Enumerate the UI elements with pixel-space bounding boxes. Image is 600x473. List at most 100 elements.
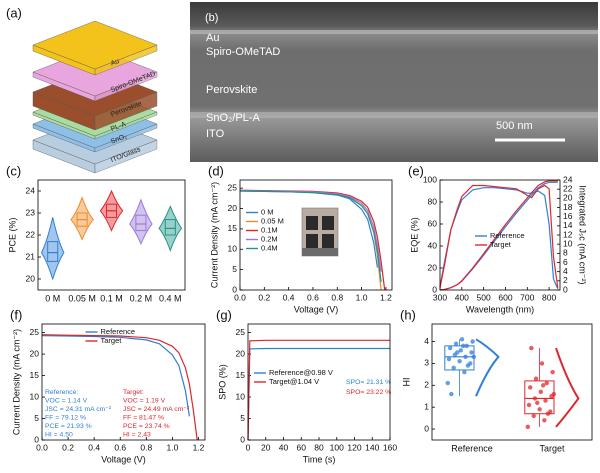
plot-frame — [247, 323, 391, 441]
y-tick-label: 24 — [26, 185, 36, 195]
data-line — [439, 180, 558, 291]
annotation: PCE = 21.93 % — [45, 423, 92, 430]
x-tick-label: 0.0 — [234, 292, 246, 302]
x-tick-label: 1.0 — [356, 292, 368, 302]
x-axis-label: Wavelength (nm) — [466, 304, 534, 314]
x-axis-label: Voltage (V) — [101, 454, 146, 464]
y-tick-label: 0 — [432, 284, 437, 294]
data-point — [460, 343, 466, 349]
legend-label: Target — [490, 240, 512, 249]
data-point — [463, 354, 468, 360]
data-point — [543, 398, 548, 403]
data-point — [453, 341, 459, 346]
data-line — [439, 184, 559, 288]
data-point — [526, 402, 532, 408]
y-tick-label: 25 — [30, 327, 40, 337]
y-tick-label: 3 — [424, 358, 429, 368]
data-point — [533, 376, 539, 381]
y2-tick-label: 12 — [563, 229, 573, 239]
box — [47, 241, 59, 262]
x-tick-label: 0.4 M — [159, 293, 182, 303]
y2-tick-label: 6 — [563, 257, 568, 267]
x-tick-label: 0.4 — [283, 292, 295, 302]
x-axis-label: Time (s) — [303, 454, 336, 464]
x-tick-label: 0.4 — [88, 442, 100, 452]
y2-axis-label: Integrated Jₛc (mA cm⁻²) — [578, 185, 588, 284]
annotation: Reference: — [45, 389, 78, 396]
y-tick-label: 23 — [26, 207, 36, 217]
legend-label: Reference@0.98 V — [269, 368, 333, 377]
x-tick-label: 100 — [330, 442, 344, 452]
x-tick-label: 400 — [455, 292, 469, 302]
y-tick-label: 40 — [428, 240, 438, 250]
data-point — [445, 380, 450, 386]
y-tick-label: 60 — [428, 218, 438, 228]
y-tick-label: 15 — [30, 370, 40, 380]
data-point — [532, 396, 538, 401]
panel-label: (h) — [400, 307, 416, 322]
y-tick-label: 1 — [424, 401, 429, 411]
legend-label: 0.2M — [261, 234, 278, 243]
sem-sno2-layer — [190, 112, 598, 118]
data-point — [545, 411, 551, 416]
plot-frame — [41, 323, 206, 441]
y2-tick-label: 10 — [563, 238, 573, 248]
x-tick-label: 0.2 — [62, 442, 74, 452]
y-tick-label: 20 — [236, 348, 246, 358]
annotation: PCE = 23.74 % — [123, 423, 170, 430]
violin — [70, 196, 94, 241]
box — [135, 214, 147, 232]
y-tick-label: 20 — [26, 273, 36, 283]
y2-tick-label: 22 — [563, 183, 573, 193]
data-point — [469, 350, 474, 355]
x-tick-label: 0.2 — [258, 292, 270, 302]
data-point — [550, 369, 555, 375]
data-point — [457, 359, 462, 364]
y-tick-label: 10 — [228, 244, 238, 254]
sem-label: SnO₂/PL-A — [206, 112, 260, 124]
x-tick-label: 0.6 — [307, 292, 319, 302]
data-point — [531, 413, 536, 419]
y-tick-label: 5 — [232, 264, 237, 274]
inset-cell — [306, 234, 318, 248]
plot-frame — [431, 323, 593, 441]
panel-label: (f) — [10, 307, 22, 322]
data-point — [537, 407, 542, 412]
legend-label: Reference — [101, 327, 136, 336]
x-tick-label: 300 — [433, 292, 447, 302]
data-line — [247, 347, 390, 441]
x-tick-label: 20 — [261, 442, 271, 452]
y-axis-label: Current Density (mA cm⁻²) — [11, 329, 21, 435]
plot-frame — [439, 179, 561, 291]
x-tick-label: 0.1 M — [100, 293, 123, 303]
data-point — [542, 418, 547, 423]
sem-label: Perovskite — [206, 84, 257, 96]
y-axis-label: Current Density (mA cm⁻²) — [209, 182, 219, 288]
annotation: SPO= 23.22 % — [346, 389, 391, 396]
legend-label: 0 M — [261, 207, 274, 216]
annotation: HI = 2.43 — [123, 431, 151, 438]
data-point — [451, 365, 456, 370]
inset-cell — [322, 216, 334, 230]
y-tick-label: 0 — [240, 434, 245, 444]
data-point — [538, 389, 544, 395]
y-tick-label: 15 — [236, 370, 246, 380]
data-line — [41, 335, 190, 417]
legend-label: 0.1M — [261, 225, 278, 234]
violin — [129, 198, 153, 246]
layer-label: Au — [110, 58, 121, 68]
sem-label: ITO — [206, 128, 225, 140]
data-point — [459, 337, 465, 342]
data-point — [529, 345, 534, 351]
x-tick-label: 0 M — [45, 293, 60, 303]
x-tick-label: 500 — [477, 292, 491, 302]
y-tick-label: 80 — [428, 196, 438, 206]
data-point — [470, 339, 475, 344]
y2-tick-label: 2 — [563, 275, 568, 285]
data-point — [465, 363, 471, 368]
y2-tick-label: 16 — [563, 211, 573, 221]
x-axis-label: Voltage (V) — [294, 304, 339, 314]
annotation: FF = 81.47 % — [123, 414, 164, 421]
y-tick-label: 15 — [228, 223, 238, 233]
